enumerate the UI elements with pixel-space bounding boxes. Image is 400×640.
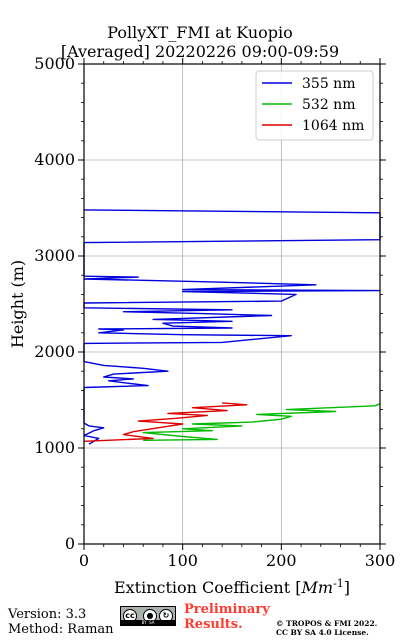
legend-box xyxy=(255,70,374,141)
method-label: Method: Raman xyxy=(8,622,114,637)
legend: 355 nm 532 nm 1064 nm xyxy=(255,70,374,141)
copyright-note: © TROPOS & FMI 2022. CC BY SA 4.0 Licens… xyxy=(276,619,377,637)
y-tick-label: 0 xyxy=(65,534,75,553)
plot-frame xyxy=(83,63,381,545)
y-tick-label: 4000 xyxy=(34,150,75,169)
chart-subtitle: [Averaged] 20220226 09:00-09:59 xyxy=(60,42,340,61)
version-label: Version: 3.3 xyxy=(8,607,87,622)
series-line-355-nm xyxy=(83,209,381,445)
cc-license-badge: cc ● ↻ BY SA xyxy=(120,606,176,626)
y-tick-label: 1000 xyxy=(34,438,75,457)
y-tick-label: 5000 xyxy=(34,54,75,73)
y-tick-label: 2000 xyxy=(34,342,75,361)
cc-strip: BY SA xyxy=(121,620,175,625)
legend-label: 1064 nm xyxy=(302,118,364,134)
x-tick-label: 100 xyxy=(167,551,198,570)
legend-label: 355 nm xyxy=(302,76,355,92)
x-tick-label: 300 xyxy=(365,551,396,570)
preliminary-note: Preliminary Results. xyxy=(184,602,270,632)
x-axis-label: Extinction Coefficient [Mm-1] xyxy=(114,577,350,598)
x-tick-label: 200 xyxy=(266,551,297,570)
y-tick-label: 3000 xyxy=(34,246,75,265)
preliminary-line1: Preliminary xyxy=(184,602,270,617)
preliminary-line2: Results. xyxy=(184,617,243,632)
series-layer xyxy=(83,209,381,445)
chart-title: PollyXT_FMI at Kuopio xyxy=(107,23,293,42)
series-line-532-nm xyxy=(142,403,381,441)
copyright-line1: © TROPOS & FMI 2022. xyxy=(276,619,378,628)
by-icon: ● xyxy=(143,609,157,623)
y-axis-label: Height (m) xyxy=(8,260,27,348)
x-tick-label: 0 xyxy=(79,551,89,570)
legend-label: 532 nm xyxy=(302,97,355,113)
series-line-1064-nm xyxy=(83,402,248,442)
copyright-line2: CC BY SA 4.0 License. xyxy=(276,628,369,637)
